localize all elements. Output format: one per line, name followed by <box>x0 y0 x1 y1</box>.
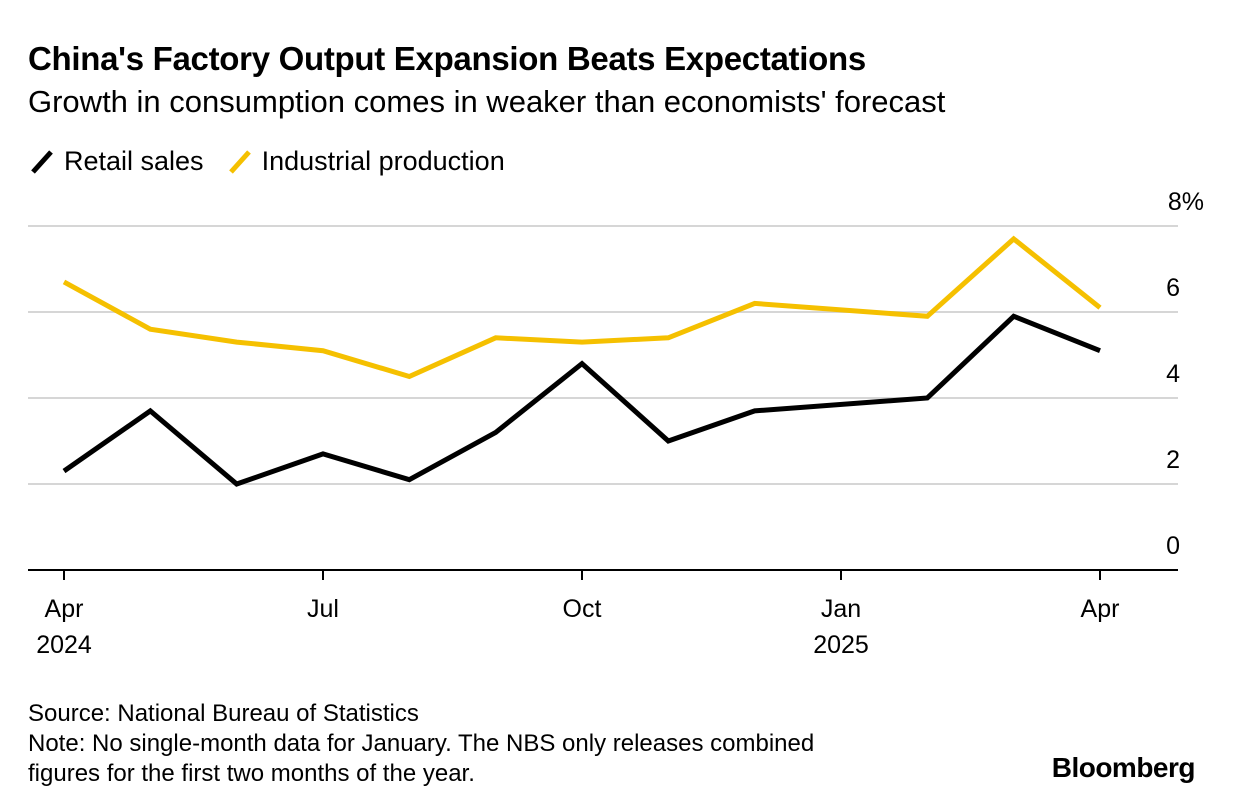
x-tick-label: Jul <box>307 595 339 623</box>
source-text: Source: National Bureau of Statistics <box>28 700 419 727</box>
industrial-production-line <box>62 235 1102 380</box>
x-tick-year-label: 2025 <box>813 631 869 659</box>
retail-sales-swatch-icon <box>31 149 53 174</box>
chart-title: China's Factory Output Expansion Beats E… <box>28 40 866 77</box>
y-tick-label: 8% <box>1168 188 1204 216</box>
chart-subtitle: Growth in consumption comes in weaker th… <box>28 84 946 119</box>
retail-sales-line <box>62 313 1101 487</box>
legend-label-industrial-production: Industrial production <box>261 146 505 176</box>
x-tick-label: Jan <box>821 595 861 623</box>
legend: Retail sales Industrial production <box>28 146 527 177</box>
legend-item-retail-sales: Retail sales <box>28 146 204 177</box>
legend-item-industrial-production: Industrial production <box>226 146 505 177</box>
bloomberg-logo: Bloomberg <box>1051 752 1196 783</box>
y-tick-label: 2 <box>1166 446 1180 474</box>
y-tick-label: 6 <box>1166 274 1180 302</box>
legend-label-retail-sales: Retail sales <box>64 146 204 176</box>
y-tick-label: 0 <box>1166 532 1180 560</box>
x-tick-label: Oct <box>563 595 602 623</box>
note-text-line-2: figures for the first two months of the … <box>28 760 475 787</box>
y-tick-label: 4 <box>1166 360 1180 388</box>
x-tick-label: Apr <box>45 595 84 623</box>
footer: Source: National Bureau of Statistics No… <box>28 699 814 789</box>
industrial-production-swatch-icon <box>228 149 251 174</box>
x-tick-label: Apr <box>1081 595 1120 623</box>
note-text-line-1: Note: No single-month data for January. … <box>28 730 815 757</box>
x-tick-year-label: 2024 <box>36 631 92 659</box>
